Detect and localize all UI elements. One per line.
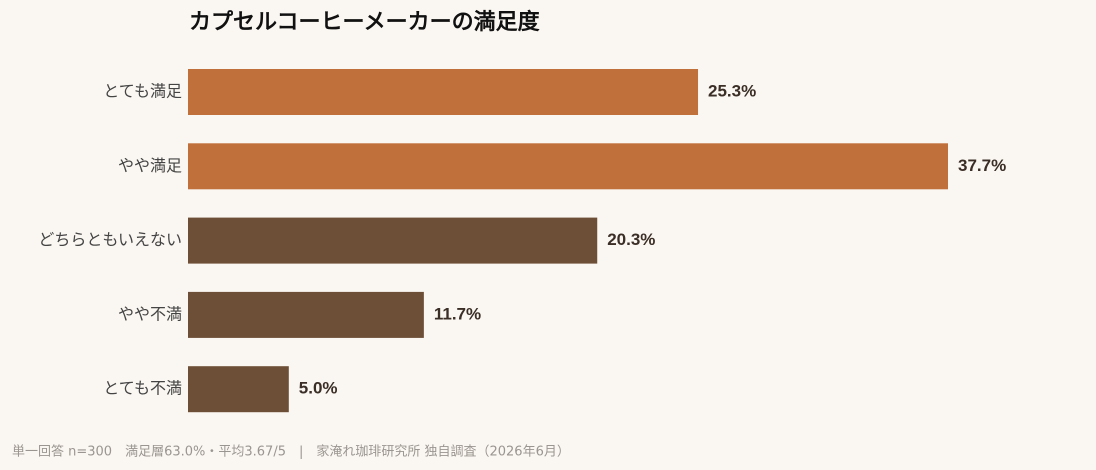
- value-label: 25.3%: [708, 81, 756, 100]
- category-label: とても不満: [103, 379, 182, 398]
- chart-title: カプセルコーヒーメーカーの満足度: [189, 9, 541, 35]
- category-label: やや不満: [118, 304, 182, 323]
- value-label: 11.7%: [434, 304, 481, 323]
- footnote: 単一回答 n=300 満足層63.0%・平均3.67/5 | 家淹れ珈琲研究所 …: [12, 444, 570, 460]
- value-label: 37.7%: [958, 156, 1006, 175]
- category-label: やや満足: [118, 156, 182, 175]
- value-label: 5.0%: [299, 379, 338, 398]
- bar: [188, 291, 424, 338]
- bar: [188, 143, 948, 190]
- value-label: 20.3%: [607, 230, 655, 249]
- bar: [188, 217, 598, 264]
- bar: [188, 366, 289, 413]
- category-label: どちらともいえない: [38, 230, 182, 249]
- bar: [188, 69, 699, 115]
- category-label: とても満足: [103, 82, 182, 101]
